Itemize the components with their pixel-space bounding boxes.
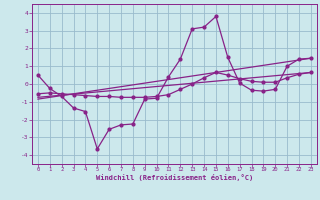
X-axis label: Windchill (Refroidissement éolien,°C): Windchill (Refroidissement éolien,°C)	[96, 174, 253, 181]
